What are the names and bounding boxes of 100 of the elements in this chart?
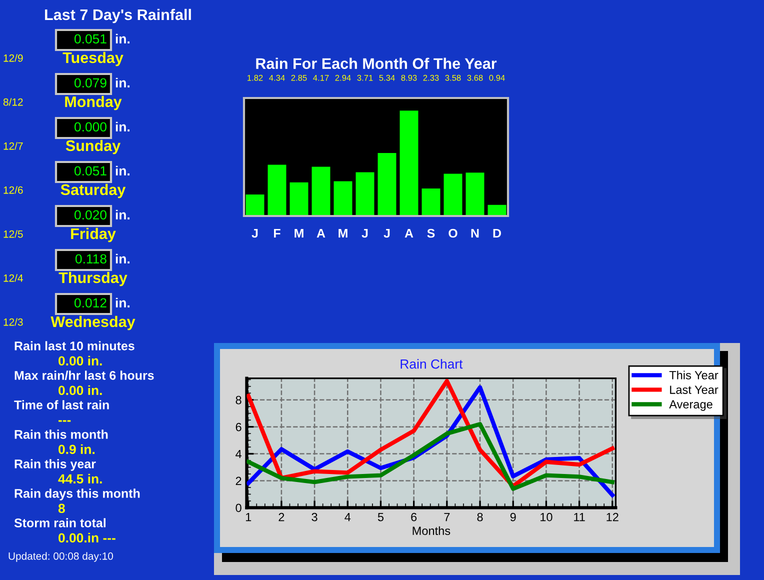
text: Thursday [58,272,128,286]
x-tick-label: 10 [540,512,552,522]
data-label: 0.94 [489,74,505,81]
legend-label: Last Year [670,386,718,394]
x-tick-label: 1 [246,512,252,522]
text: 0.051 [74,34,106,44]
data-label: 2.33 [423,74,439,81]
x-tick-label: N [471,228,479,238]
text: 12/6 [4,186,23,194]
text: Rain this month [14,430,108,439]
text: 0.051 [74,166,106,176]
y-tick-label: 6 [236,422,242,432]
x-tick-label: D [493,228,501,238]
text: 0.000 [74,122,106,132]
x-tick-label: S [427,228,435,238]
chart-title: Rain Chart [400,359,463,369]
bar [290,182,308,216]
data-label: 3.68 [467,74,483,81]
text: 8 [58,504,65,514]
text: Monday [65,96,122,110]
data-label: 4.34 [269,74,285,81]
x-tick-label: 4 [344,512,351,522]
text: Wednesday [50,316,136,330]
bar [466,172,484,216]
text: 12/5 [4,230,23,238]
x-tick-label: 2 [278,512,284,522]
bar [334,181,352,216]
x-tick-label: M [294,228,304,238]
line-series [246,422,614,491]
text: 0.9 in. [58,444,94,454]
x-tick-label: O [448,228,458,238]
bar [312,166,330,216]
x-tick-label: 8 [477,512,483,522]
text: Rain days this month [14,488,140,500]
text: 0.118 [75,254,106,264]
bar [356,172,374,216]
text: Sunday [66,140,121,154]
x-tick-label: A [316,228,326,238]
text: 8/12 [3,98,23,106]
x-tick-label: M [338,228,348,238]
text: 0.00 in. [58,385,102,396]
text: Rain this year [14,459,96,471]
text: in. [116,166,130,176]
bar [444,174,462,216]
text: --- [58,420,71,422]
chart-title: Rain For Each Month Of The Year [256,58,497,69]
text: in. [116,122,130,132]
text: 12/3 [4,318,23,326]
text: 12/7 [4,142,23,150]
x-tick-label: 5 [378,512,384,522]
data-label: 3.58 [445,74,461,81]
text: Friday [71,228,116,242]
x-tick-label: A [404,228,414,238]
x-tick-label: 11 [574,512,585,522]
x-tick-label: J [384,228,390,238]
bar [422,188,440,216]
text: 0.012 [74,298,106,308]
data-label: 4.17 [313,74,329,81]
text: in. [116,298,130,308]
text: 0.020 [74,210,106,220]
x-tick-label: J [252,228,258,238]
text: in. [116,210,130,220]
data-label: 5.34 [379,74,395,81]
x-tick-label: 12 [606,512,618,522]
x-axis-title: Months [412,526,450,536]
data-label: 2.94 [335,74,351,81]
text: Rain last 10 minutes [14,341,134,350]
x-tick-label: 6 [411,512,417,522]
x-tick-label: J [362,228,368,238]
bar [268,164,286,216]
y-tick-label: 2 [236,476,242,486]
data-label: 3.71 [357,74,373,81]
text: 12/4 [4,274,23,282]
text: 0.00 in. [58,356,102,366]
x-tick-label: 9 [510,512,516,522]
x-tick-label: 7 [444,512,450,522]
bar [246,194,264,216]
text: 0.00.in --- [58,532,116,543]
text: in. [116,254,130,264]
text: Max rain/hr last 6 hours [14,370,154,380]
y-tick-label: 8 [236,396,242,404]
text: Time of last rain [14,400,109,410]
y-tick-label: 0 [236,504,242,512]
text: Saturday [60,184,126,198]
x-tick-label: 3 [312,512,318,522]
bar [378,152,396,216]
data-label: 2.85 [291,74,307,81]
text: Tuesday [62,52,124,66]
text: Last 7 Day's Rainfall [45,8,191,24]
text: 12/9 [4,54,23,62]
legend-label: This Year [669,370,718,380]
text: 0.079 [74,78,106,88]
text: Updated: 00:08 day:10 [8,552,113,562]
text: Storm rain total [14,518,106,528]
text: in. [116,34,130,44]
legend-label: Average [669,400,712,411]
text: 44.5 in. [58,474,102,484]
data-label: 1.82 [248,74,263,81]
text: in. [116,78,130,88]
data-label: 8.93 [401,74,417,81]
